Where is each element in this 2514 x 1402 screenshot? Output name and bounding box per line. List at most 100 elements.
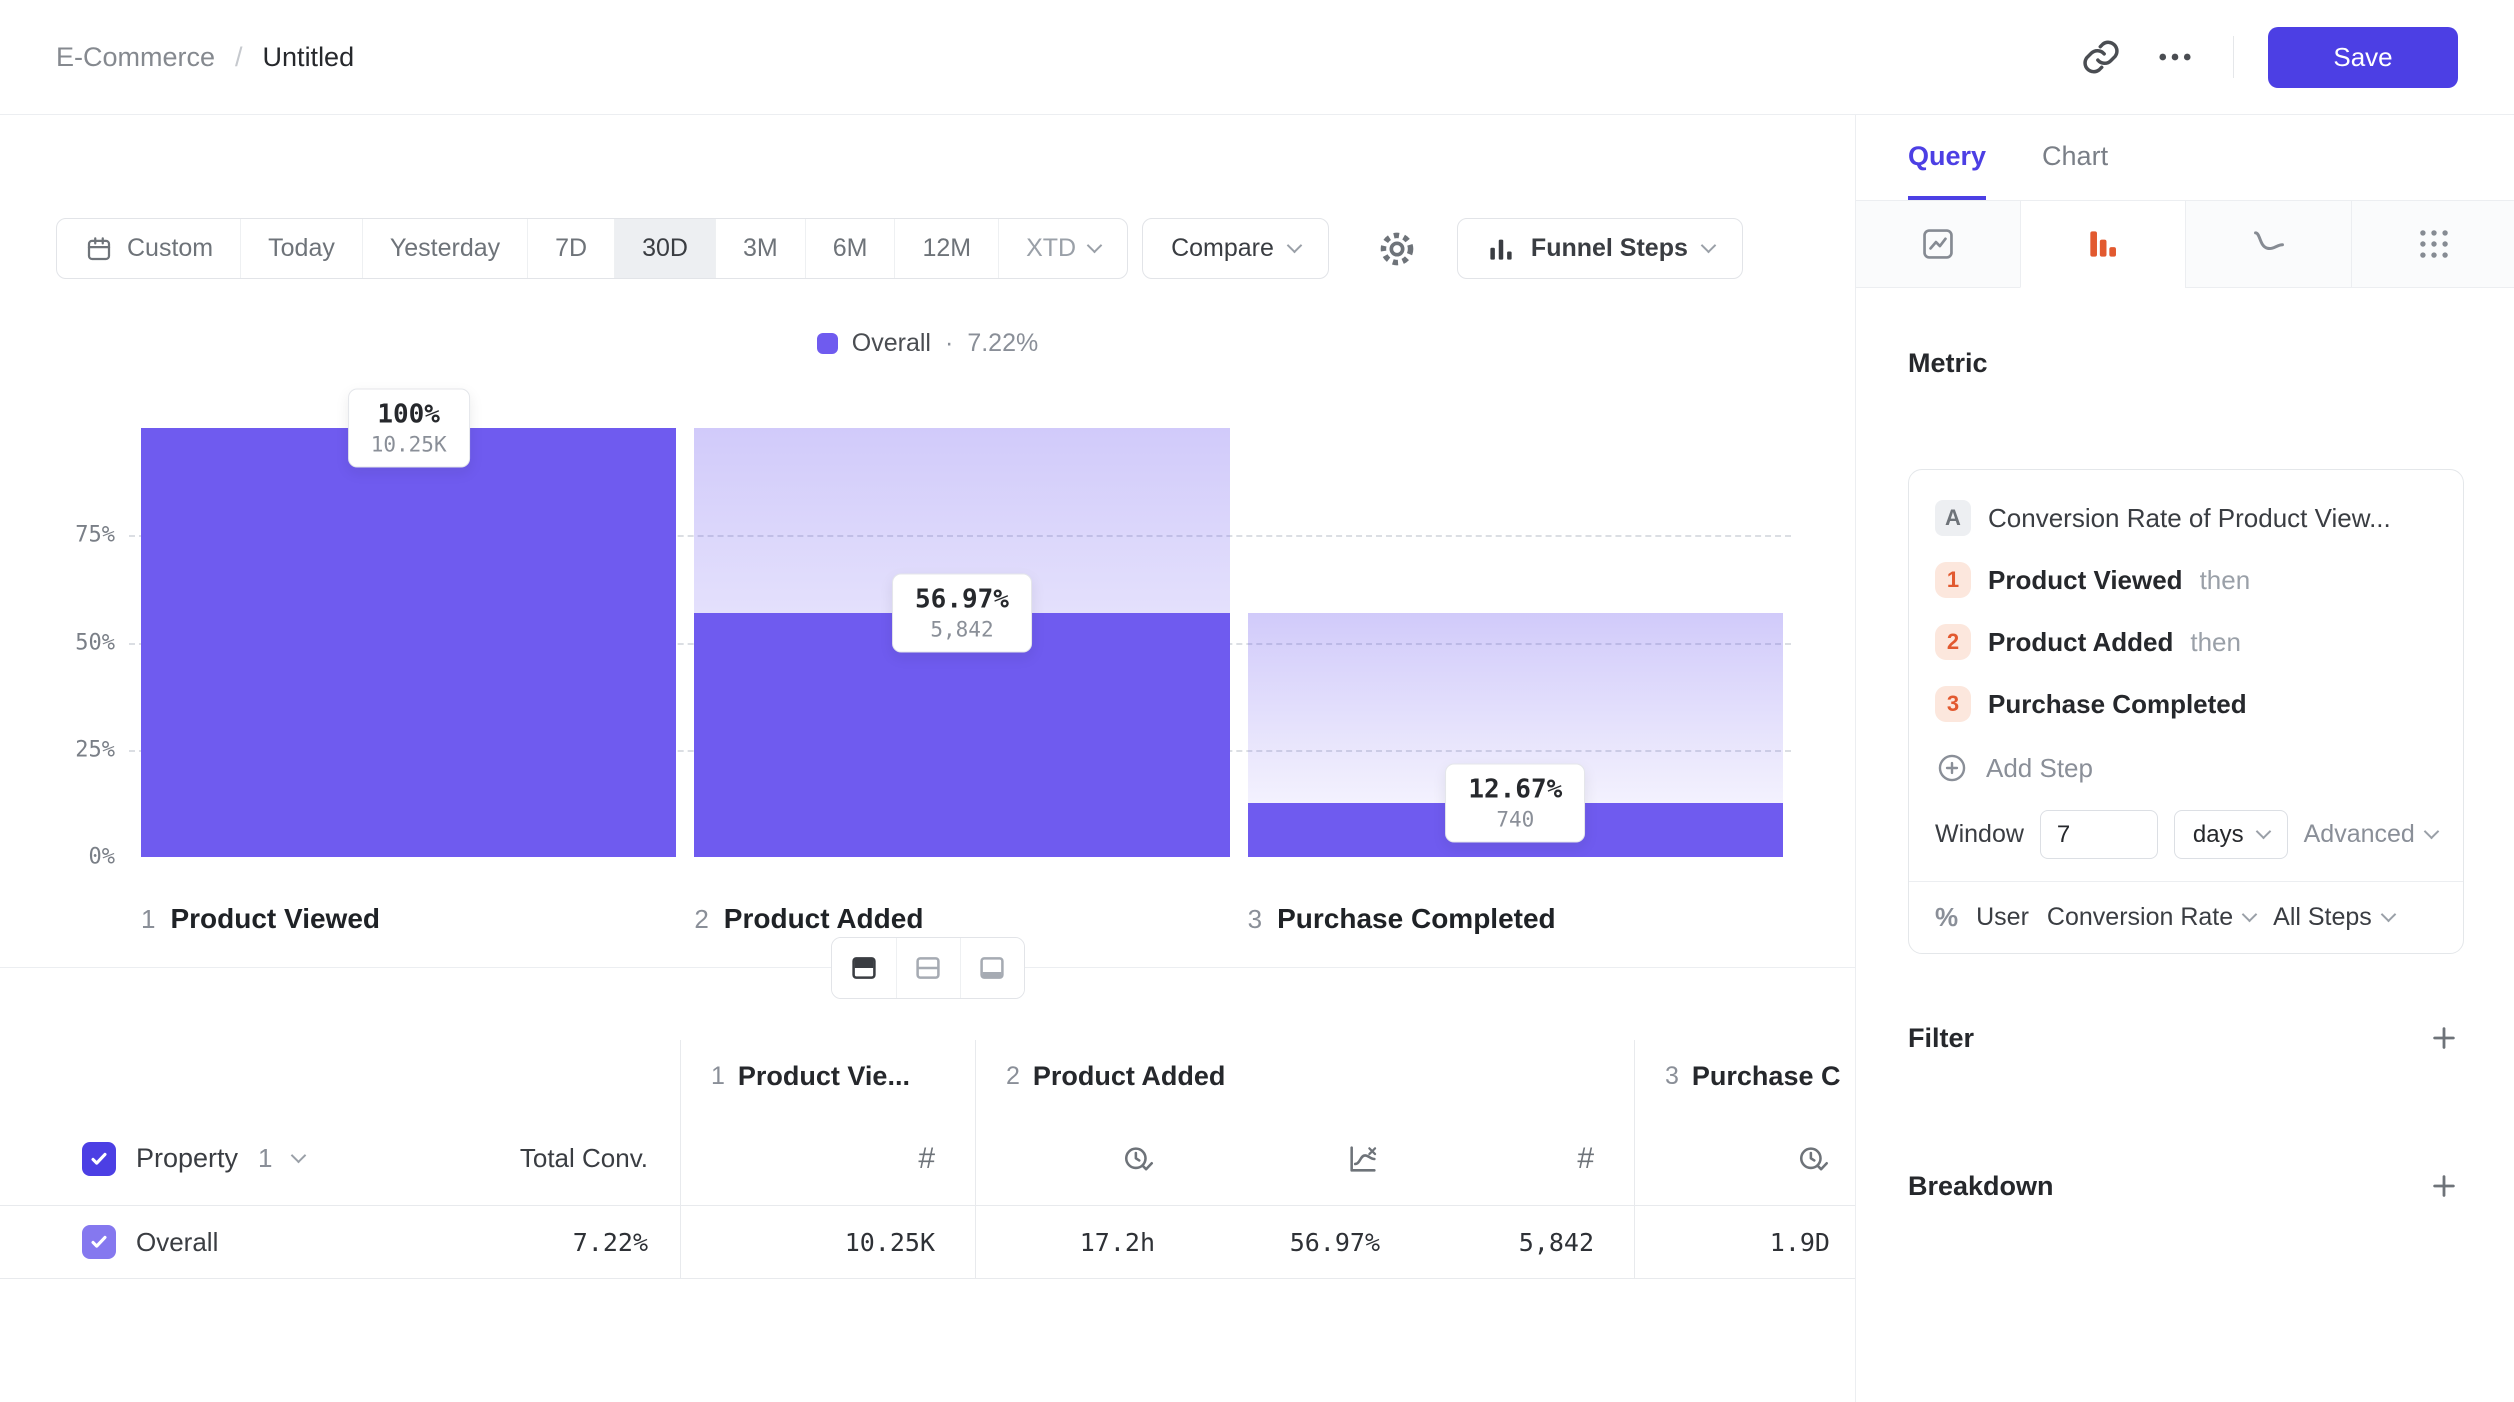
chart-legend[interactable]: Overall · 7.22%	[0, 329, 1855, 358]
funnel-chart: 75% 50% 25% 0% 100% 10.25K 56.97%	[75, 388, 1791, 870]
step-number-badge: 1	[1935, 562, 1971, 598]
funnel-bars-icon	[2090, 231, 2117, 257]
cell-conversion-2: 56.97%	[1289, 1227, 1380, 1257]
range-6m[interactable]: 6M	[804, 219, 895, 278]
retention-curve-icon	[2253, 231, 2284, 251]
subheader-avg-time-3[interactable]	[1634, 1112, 1855, 1205]
bar-count-label: 740	[1496, 807, 1535, 832]
range-label: 7D	[555, 234, 588, 262]
step-label-2: 2 Product Added	[694, 903, 1229, 935]
chart-type-retention[interactable]	[2185, 201, 2351, 288]
table-row-overall[interactable]: Overall 7.22% 10.25K 17.2h 56.97% 5,842 …	[0, 1206, 1855, 1279]
range-12m[interactable]: 12M	[894, 219, 998, 278]
group-name: Product Vie...	[737, 1060, 910, 1091]
step-name: Product Viewed	[170, 903, 381, 934]
chart-view-type-button[interactable]: Funnel Steps	[1456, 218, 1743, 279]
chart-type-flows[interactable]	[2350, 201, 2514, 288]
bar-percent-label: 56.97%	[915, 584, 1009, 615]
toggle-table-only[interactable]	[959, 938, 1024, 998]
select-all-checkbox[interactable]	[82, 1141, 116, 1176]
y-axis-tick: 75%	[75, 522, 115, 548]
range-7d[interactable]: 7D	[527, 219, 614, 278]
add-filter-button[interactable]	[2424, 1018, 2464, 1058]
legend-separator: ·	[944, 329, 954, 357]
chart-type-tabs	[1856, 200, 2514, 288]
measure-entity[interactable]: User	[1976, 903, 2029, 932]
range-label: Yesterday	[389, 234, 501, 262]
hash-icon: #	[918, 1141, 935, 1175]
funnel-bar-purchase-completed[interactable]: 12.67% 740	[1247, 428, 1783, 857]
metric-card: A Conversion Rate of Product View... 1 P…	[1908, 469, 2464, 954]
bar-count-label: 10.25K	[370, 432, 447, 457]
chart-type-insights[interactable]	[1856, 201, 2021, 288]
check-icon	[91, 1152, 107, 1165]
row-checkbox[interactable]	[82, 1225, 116, 1259]
compare-button[interactable]: Compare	[1142, 218, 1329, 279]
metric-name: Conversion Rate of Product View...	[1988, 502, 2391, 533]
add-breakdown-button[interactable]	[2424, 1166, 2464, 1206]
metric-step-1[interactable]: 1 Product Viewed then	[1935, 556, 2437, 604]
bar-chart-icon	[1490, 239, 1512, 260]
step-number: 2	[694, 904, 709, 934]
chevron-down-icon[interactable]	[290, 1147, 306, 1163]
chart-settings-button[interactable]	[1369, 221, 1425, 277]
step-number-badge: 3	[1935, 686, 1971, 722]
window-unit-select[interactable]: days	[2173, 810, 2288, 859]
advanced-toggle[interactable]: Advanced	[2304, 820, 2440, 849]
compare-label: Compare	[1171, 234, 1274, 262]
percent-icon: %	[1935, 902, 1959, 932]
metric-step-3[interactable]: 3 Purchase Completed	[1935, 680, 2437, 728]
subheader-avg-time-2[interactable]	[975, 1112, 1195, 1205]
range-label: Custom	[127, 234, 214, 262]
toggle-table-split[interactable]	[895, 938, 960, 998]
chart-type-funnels[interactable]	[2020, 201, 2186, 288]
range-3m[interactable]: 3M	[714, 219, 805, 278]
metric-step-2[interactable]: 2 Product Added then	[1935, 618, 2437, 666]
group-number: 3	[1665, 1061, 1679, 1090]
subheader-uniques-1[interactable]: #	[680, 1112, 975, 1205]
breadcrumb-current[interactable]: Untitled	[262, 41, 355, 72]
window-value-input[interactable]	[2039, 810, 2158, 859]
cell-avg-time-2: 17.2h	[975, 1206, 1195, 1278]
step-number-badge: 2	[1935, 624, 1971, 660]
more-options-button[interactable]	[2151, 33, 2199, 81]
gridline-75	[129, 535, 1791, 538]
ellipsis-icon	[2159, 53, 2191, 61]
subheader-conversion-2[interactable]	[1195, 1112, 1420, 1205]
save-button[interactable]: Save	[2268, 26, 2458, 88]
add-step-button[interactable]: Add Step	[1935, 744, 2437, 792]
tab-chart[interactable]: Chart	[2042, 141, 2109, 171]
step-label-1: 1 Product Viewed	[141, 903, 676, 935]
tab-query[interactable]: Query	[1908, 115, 1987, 200]
bar-percent-label: 100%	[377, 399, 440, 430]
subheader-uniques-2[interactable]: #	[1420, 1112, 1634, 1205]
hash-icon: #	[1577, 1141, 1594, 1175]
group-name: Purchase C	[1691, 1060, 1841, 1091]
share-link-button[interactable]	[2077, 33, 2125, 81]
range-xtd[interactable]: XTD	[998, 219, 1127, 278]
clock-check-icon	[1124, 1146, 1154, 1170]
measure-metric-select[interactable]: Conversion Rate	[2047, 903, 2258, 932]
funnel-bar-product-added[interactable]: 56.97% 5,842	[694, 428, 1230, 857]
range-30d[interactable]: 30D	[614, 219, 715, 278]
range-today[interactable]: Today	[240, 219, 362, 278]
range-yesterday[interactable]: Yesterday	[361, 219, 527, 278]
measure-scope-select[interactable]: All Steps	[2273, 903, 2397, 932]
y-axis-tick: 25%	[75, 737, 115, 763]
chevron-down-icon	[2255, 823, 2271, 839]
toggle-table-below[interactable]	[831, 938, 896, 998]
metric-name-row[interactable]: A Conversion Rate of Product View...	[1935, 494, 2437, 542]
funnel-bars: 100% 10.25K 56.97% 5,842 12.	[141, 388, 1783, 857]
measure-entity-label: User	[1976, 903, 2029, 931]
range-custom[interactable]: Custom	[57, 219, 240, 278]
bar-count-label: 5,842	[930, 617, 994, 642]
filter-section: Filter	[1908, 1018, 2464, 1058]
range-label: XTD	[1026, 234, 1077, 262]
insights-chart-icon	[1923, 229, 1953, 259]
cell-uniques-1: 10.25K	[680, 1206, 975, 1278]
measure-scope-label: All Steps	[2273, 903, 2372, 931]
breadcrumb-parent[interactable]: E-Commerce	[56, 41, 216, 72]
funnel-bar-product-viewed[interactable]: 100% 10.25K	[141, 388, 677, 857]
sidebar-tabs: Query Chart	[1856, 115, 2514, 200]
property-label[interactable]: Property	[136, 1143, 239, 1173]
